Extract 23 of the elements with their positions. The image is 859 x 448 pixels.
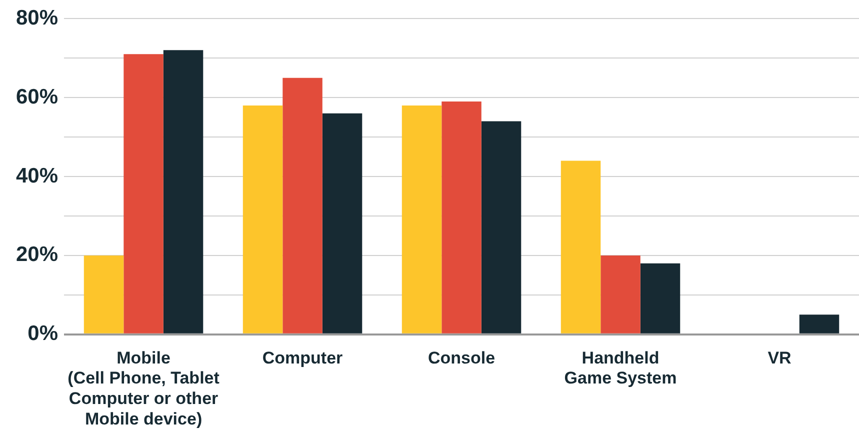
y-tick-label: 20%	[16, 243, 58, 266]
bar	[84, 255, 124, 334]
bar	[282, 78, 322, 334]
x-tick-label: Computer	[262, 348, 344, 368]
y-tick-label: 40%	[16, 164, 58, 188]
bar	[560, 160, 601, 334]
x-tick-label: VR	[768, 348, 792, 368]
bar	[322, 113, 362, 334]
x-tick-label: Mobile (Cell Phone, Tablet Computer or other Mobile device)	[68, 348, 220, 428]
y-tick-label: 60%	[16, 85, 58, 108]
bar	[242, 105, 283, 334]
bar	[442, 102, 482, 334]
y-tick-label: 80%	[16, 6, 58, 30]
bar	[640, 263, 680, 334]
bar	[124, 54, 164, 334]
x-tick-label: Handheld Game System	[564, 348, 677, 388]
bar	[799, 314, 840, 334]
y-tick-label: 0%	[28, 322, 58, 346]
x-tick-label: Console	[428, 348, 496, 368]
bar	[163, 50, 204, 334]
bar	[481, 121, 522, 334]
bar	[600, 255, 640, 334]
bar	[402, 105, 442, 334]
